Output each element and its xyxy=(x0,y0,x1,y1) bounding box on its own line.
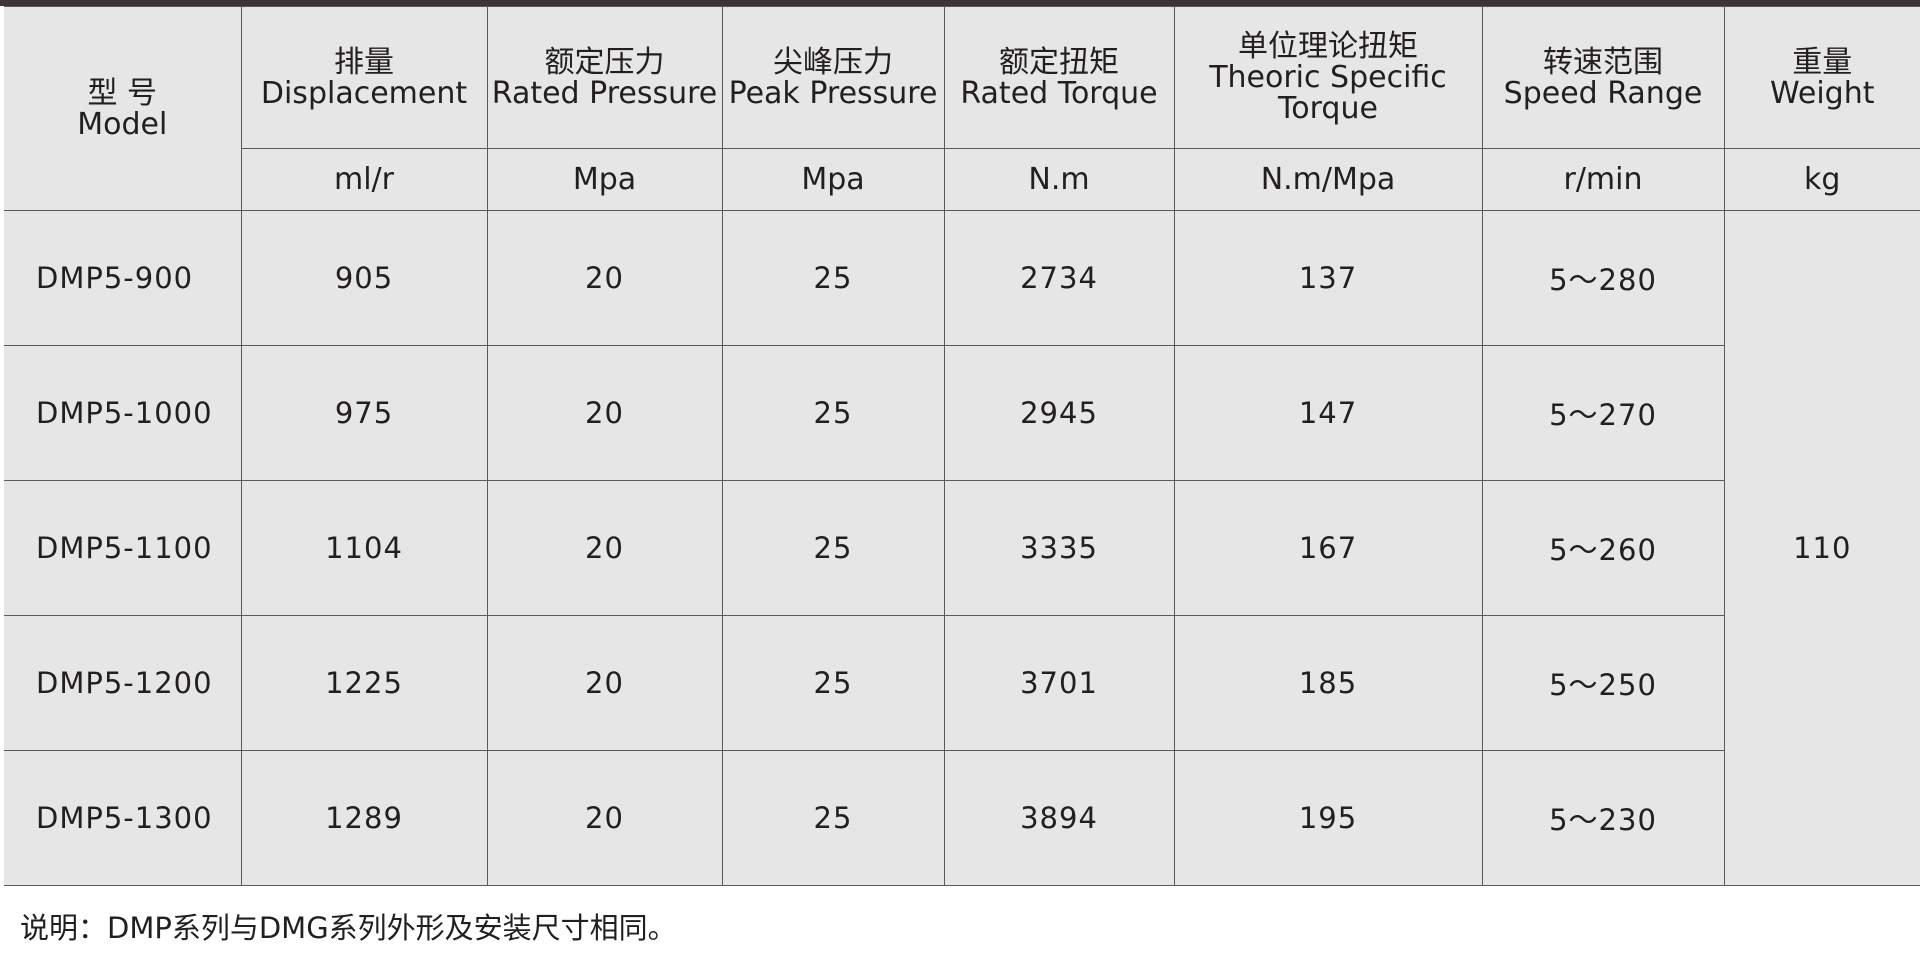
header-rated-pressure-zh: 额定压力 xyxy=(544,44,665,80)
cell-specific-torque: 147 xyxy=(1173,345,1483,481)
spec-table: 型 号 Model 排量 Displacement 额定压力 Rated Pre… xyxy=(4,6,1920,886)
cell-rated-torque: 2734 xyxy=(943,210,1175,346)
cell-speed-range: 5～270 xyxy=(1481,345,1724,481)
header-model: 型 号 Model xyxy=(4,6,242,211)
cell-model: DMP5-1200 xyxy=(4,615,242,751)
cell-specific-torque: 137 xyxy=(1173,210,1483,346)
cell-model: DMP5-1000 xyxy=(4,345,242,481)
cell-speed-range: 5～230 xyxy=(1481,750,1724,886)
cell-rated-torque: 2945 xyxy=(943,345,1175,481)
unit-specific-torque: N.m/Mpa xyxy=(1173,148,1483,211)
header-weight-zh: 重量 xyxy=(1792,44,1853,80)
table-row: DMP5-1100 1104 20 25 3335 167 5～260 xyxy=(4,480,1920,616)
cell-rated-pressure: 20 xyxy=(486,750,723,886)
cell-rated-torque: 3701 xyxy=(943,615,1175,751)
table-row: DMP5-1000 975 20 25 2945 147 5～270 xyxy=(4,345,1920,481)
header-speed-range-zh: 转速范围 xyxy=(1543,44,1663,80)
cell-peak-pressure: 25 xyxy=(721,345,945,481)
table-row: DMP5-1200 1225 20 25 3701 185 5～250 xyxy=(4,615,1920,751)
cell-displacement: 1289 xyxy=(240,750,488,886)
header-specific-torque: 单位理论扭矩 Theoric Specific Torque xyxy=(1173,6,1483,149)
header-displacement: 排量 Displacement xyxy=(240,6,488,149)
cell-peak-pressure: 25 xyxy=(721,480,945,616)
cell-model: DMP5-1100 xyxy=(4,480,242,616)
table-row: DMP5-1300 1289 20 25 3894 195 5～230 xyxy=(4,750,1920,886)
cell-speed-range: 5～280 xyxy=(1481,210,1725,346)
cell-displacement: 1104 xyxy=(240,480,488,616)
header-displacement-zh: 排量 xyxy=(334,44,394,80)
header-specific-torque-en: Theoric Specific Torque xyxy=(1209,60,1447,126)
header-peak-pressure-en: Peak Pressure xyxy=(728,75,938,111)
header-rated-pressure: 额定压力 Rated Pressure xyxy=(486,6,723,149)
cell-rated-pressure: 20 xyxy=(486,345,723,481)
header-weight: 重量 Weight xyxy=(1723,6,1920,149)
unit-speed-range: r/min xyxy=(1481,148,1725,211)
unit-displacement: ml/r xyxy=(241,148,488,211)
header-displacement-en: Displacement xyxy=(260,75,468,111)
table-row: DMP5-900 905 20 25 2734 137 5～280 110 xyxy=(4,210,1920,886)
cell-speed-range: 5～250 xyxy=(1481,615,1724,751)
cell-peak-pressure: 25 xyxy=(721,210,945,346)
header-rated-pressure-en: Rated Pressure xyxy=(491,75,718,111)
top-rule xyxy=(0,0,1920,6)
cell-rated-pressure: 20 xyxy=(486,480,723,616)
cell-specific-torque: 167 xyxy=(1173,480,1483,616)
header-speed-range-en: Speed Range xyxy=(1503,75,1703,111)
header-peak-pressure-zh: 尖峰压力 xyxy=(773,44,893,80)
header-rated-torque-zh: 额定扭矩 xyxy=(999,44,1119,80)
cell-rated-pressure: 20 xyxy=(486,210,723,346)
cell-model: DMP5-1300 xyxy=(4,750,242,886)
unit-rated-pressure: Mpa xyxy=(486,148,723,211)
cell-specific-torque: 185 xyxy=(1173,615,1483,751)
cell-rated-torque: 3894 xyxy=(943,750,1175,886)
unit-row: ml/r Mpa Mpa N.m N.m/Mpa r/min kg xyxy=(4,148,1920,211)
cell-peak-pressure: 25 xyxy=(721,750,945,886)
unit-peak-pressure: Mpa xyxy=(721,148,945,211)
header-row: 型 号 Model 排量 Displacement 额定压力 Rated Pre… xyxy=(4,6,1920,211)
cell-peak-pressure: 25 xyxy=(721,615,945,751)
header-specific-torque-zh: 单位理论扭矩 xyxy=(1238,29,1418,64)
header-peak-pressure: 尖峰压力 Peak Pressure xyxy=(721,6,945,149)
header-rated-torque: 额定扭矩 Rated Torque xyxy=(943,6,1175,149)
cell-displacement: 905 xyxy=(240,210,488,346)
cell-displacement: 975 xyxy=(240,345,488,481)
cell-specific-torque: 195 xyxy=(1173,750,1483,886)
header-model-en: Model xyxy=(77,106,168,142)
cell-speed-range: 5～260 xyxy=(1481,480,1724,616)
header-rated-torque-en: Rated Torque xyxy=(960,75,1158,111)
cell-rated-pressure: 20 xyxy=(486,615,723,751)
footnote: 说明：DMP系列与DMG系列外形及安装尺寸相同。 xyxy=(20,911,677,945)
cell-displacement: 1225 xyxy=(240,615,488,751)
cell-weight: 110 xyxy=(1723,210,1920,886)
header-weight-en: Weight xyxy=(1769,75,1875,111)
unit-rated-torque: N.m xyxy=(943,148,1175,211)
header-speed-range: 转速范围 Speed Range xyxy=(1481,6,1725,149)
unit-weight: kg xyxy=(1723,148,1920,211)
header-model-zh: 型 号 xyxy=(87,75,158,111)
cell-rated-torque: 3335 xyxy=(943,480,1175,616)
cell-model: DMP5-900 xyxy=(4,210,242,346)
